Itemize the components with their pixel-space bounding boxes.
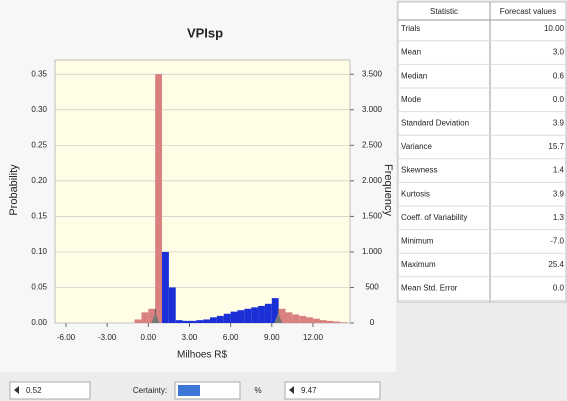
y-tick-label: 0.10 bbox=[31, 247, 47, 256]
y2-tick-label: 1.500 bbox=[362, 211, 383, 220]
bar bbox=[175, 320, 183, 323]
table-cell: Minimum bbox=[401, 237, 434, 246]
bar bbox=[340, 322, 348, 323]
x-axis-label: Milhoes R$ bbox=[177, 350, 227, 361]
bar bbox=[168, 287, 176, 323]
bar bbox=[162, 251, 169, 323]
table-cell: 0.0 bbox=[553, 284, 565, 293]
table-cell: Mean Std. Error bbox=[401, 284, 458, 293]
y-tick-label: 0.30 bbox=[31, 105, 47, 114]
arrow-icon bbox=[289, 386, 294, 394]
y2-tick-label: 500 bbox=[365, 283, 379, 292]
table-cell: Median bbox=[401, 71, 427, 80]
certainty-label: Certainty: bbox=[133, 386, 167, 395]
table-cell: 3.9 bbox=[553, 119, 565, 128]
y2-tick-label: 3.500 bbox=[362, 69, 383, 78]
selection-highlight bbox=[178, 385, 200, 396]
y-tick-label: 0.35 bbox=[31, 69, 47, 78]
bar bbox=[189, 320, 197, 323]
bar bbox=[292, 314, 300, 323]
y2-axis-label: Frequency bbox=[382, 164, 394, 216]
table-cell: 10.00 bbox=[544, 24, 565, 33]
bar bbox=[134, 319, 142, 323]
bar bbox=[271, 298, 279, 323]
bar bbox=[210, 317, 217, 323]
y2-tick-label: 0 bbox=[370, 318, 375, 327]
x-tick-label: -6.00 bbox=[57, 333, 76, 342]
bar bbox=[216, 315, 224, 323]
certainty-marker bbox=[151, 313, 160, 323]
bar bbox=[299, 315, 307, 323]
x-tick-label: 12.00 bbox=[303, 333, 324, 342]
x-tick-label: 0.00 bbox=[141, 333, 157, 342]
chart-title: VPIsp bbox=[187, 25, 223, 40]
y-tick-label: 0.20 bbox=[31, 176, 47, 185]
y2-tick-label: 2.500 bbox=[362, 140, 383, 149]
table-cell: Mean bbox=[401, 48, 421, 57]
table-cell: Maximum bbox=[401, 260, 436, 269]
upper-bound-field[interactable] bbox=[284, 381, 381, 400]
bar bbox=[155, 74, 163, 323]
table-cell: -7.0 bbox=[550, 237, 564, 246]
bar bbox=[326, 320, 334, 323]
plot-area bbox=[54, 59, 351, 324]
table-cell: 0.6 bbox=[553, 71, 565, 80]
upper-bound-value: 9.47 bbox=[301, 386, 317, 395]
percent-label: % bbox=[254, 386, 261, 395]
y-tick-label: 0.25 bbox=[31, 140, 47, 149]
table-cell: Trials bbox=[401, 24, 420, 33]
table-cell: Standard Deviation bbox=[401, 119, 469, 128]
statistics-table bbox=[397, 1, 567, 303]
table-cell: 1.4 bbox=[553, 166, 565, 175]
bar bbox=[264, 303, 272, 323]
y2-tick-label: 2.000 bbox=[362, 176, 383, 185]
table-cell: 15.7 bbox=[548, 142, 564, 151]
y2-tick-label: 1.000 bbox=[362, 247, 383, 256]
bar bbox=[278, 308, 286, 323]
bar bbox=[141, 312, 149, 323]
bar bbox=[319, 320, 327, 323]
bar bbox=[333, 321, 341, 323]
certainty-marker bbox=[274, 313, 283, 323]
table-header: Statistic bbox=[430, 7, 458, 16]
table-cell: Coeff. of Variability bbox=[401, 213, 467, 222]
bar bbox=[182, 320, 190, 323]
x-tick-label: 3.00 bbox=[182, 333, 198, 342]
bar bbox=[312, 318, 320, 323]
bar bbox=[258, 305, 265, 323]
table-cell: 25.4 bbox=[548, 260, 564, 269]
x-tick-label: 6.00 bbox=[223, 333, 239, 342]
y-tick-label: 0.05 bbox=[31, 283, 47, 292]
bar bbox=[230, 311, 238, 323]
y-axis-label: Probability bbox=[8, 164, 20, 216]
bar bbox=[285, 312, 293, 323]
y2-tick-label: 3.000 bbox=[362, 105, 383, 114]
bar bbox=[203, 319, 211, 323]
bar bbox=[237, 310, 245, 323]
table-header: Forecast values bbox=[500, 7, 556, 16]
bar bbox=[223, 313, 231, 323]
table-cell: 0.0 bbox=[553, 95, 565, 104]
bar bbox=[244, 308, 252, 323]
y-tick-label: 0.15 bbox=[31, 211, 47, 220]
table-cell: Variance bbox=[401, 142, 433, 151]
table-cell: Kurtosis bbox=[401, 189, 430, 198]
bar bbox=[306, 317, 313, 323]
x-tick-label: -3.00 bbox=[98, 333, 117, 342]
table-cell: 3.9 bbox=[553, 189, 565, 198]
table-cell: Skewness bbox=[401, 166, 437, 175]
y-tick-label: 0.00 bbox=[31, 318, 47, 327]
bar bbox=[251, 307, 259, 323]
arrow-icon bbox=[14, 386, 19, 394]
table-cell: 1.3 bbox=[553, 213, 565, 222]
bar bbox=[196, 320, 204, 323]
x-tick-label: 9.00 bbox=[264, 333, 280, 342]
lower-bound-field[interactable] bbox=[9, 381, 91, 400]
table-cell: Mode bbox=[401, 95, 422, 104]
table-cell: 3.0 bbox=[553, 48, 565, 57]
bar bbox=[148, 308, 156, 323]
lower-bound-value: 0.52 bbox=[26, 386, 42, 395]
